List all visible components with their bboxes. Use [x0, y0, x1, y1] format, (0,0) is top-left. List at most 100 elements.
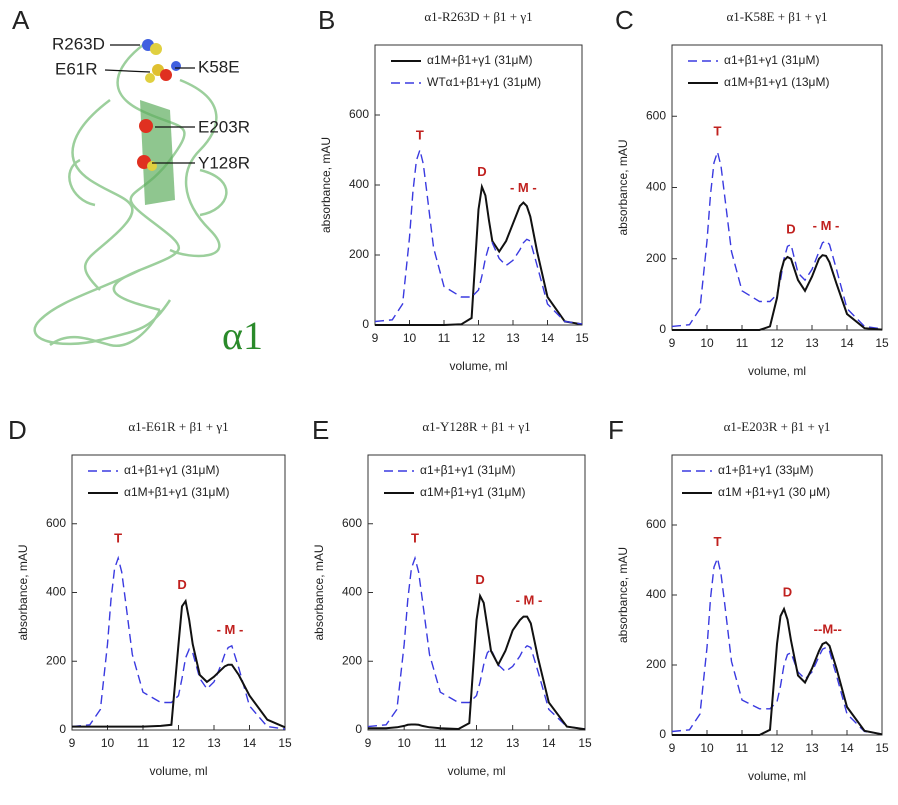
x-tick-label: 10	[700, 741, 714, 755]
legend-label: α1+β1+γ1 (31μM)	[724, 53, 819, 67]
peak-annotation: T	[411, 531, 419, 546]
y-tick-label: 200	[342, 653, 362, 667]
series-line	[374, 147, 583, 325]
residue-label: Y128R	[198, 153, 250, 172]
x-tick-label: 15	[278, 736, 292, 750]
peak-annotation: - M -	[510, 180, 537, 195]
legend-label: α1+β1+γ1 (31μM)	[124, 463, 219, 477]
y-tick-label: 0	[659, 322, 666, 336]
x-tick-label: 11	[434, 736, 447, 750]
series-line	[375, 183, 583, 326]
legend-label: α1M +β1+γ1 (30 μM)	[718, 485, 830, 499]
x-tick-label: 13	[805, 741, 819, 755]
x-tick-label: 14	[840, 336, 854, 350]
y-tick-label: 0	[659, 727, 666, 741]
y-tick-label: 600	[349, 107, 369, 121]
peak-annotation: T	[714, 124, 722, 139]
structure-panel: A R263D E61R K58E E203R Y128R α1	[12, 5, 263, 358]
y-tick-label: 400	[342, 585, 362, 599]
chain-label: α1	[222, 313, 263, 358]
panel-letter: B	[318, 5, 335, 35]
chart-title: α1-R263D + β1 + γ1	[424, 9, 532, 24]
x-axis-label: volume, ml	[447, 764, 505, 778]
peak-annotation: D	[177, 577, 186, 592]
legend-label: α1M+β1+γ1 (31μM)	[124, 485, 229, 499]
x-tick-label: 10	[403, 331, 417, 345]
peak-annotation: T	[416, 127, 424, 142]
x-axis-label: volume, ml	[149, 764, 207, 778]
x-tick-label: 15	[875, 336, 889, 350]
x-tick-label: 12	[770, 741, 784, 755]
peak-annotation: - M -	[813, 218, 840, 233]
y-tick-label: 600	[46, 516, 66, 530]
x-tick-label: 15	[578, 736, 592, 750]
x-tick-label: 14	[243, 736, 257, 750]
leader-lines	[104, 44, 195, 164]
y-tick-label: 0	[355, 722, 362, 736]
protein-ribbon	[33, 38, 228, 348]
series-line	[71, 555, 286, 730]
series-line	[368, 592, 586, 731]
y-tick-label: 600	[646, 517, 666, 531]
x-tick-label: 15	[875, 741, 889, 755]
x-tick-label: 13	[506, 736, 520, 750]
series-line	[671, 555, 883, 735]
residue-label: E203R	[198, 117, 250, 136]
x-axis-label: volume, ml	[748, 364, 806, 378]
x-tick-label: 9	[669, 741, 676, 755]
x-axis-label: volume, ml	[449, 359, 507, 373]
y-tick-label: 200	[646, 251, 666, 265]
x-tick-label: 12	[472, 331, 486, 345]
y-tick-label: 0	[362, 317, 369, 331]
x-tick-label: 14	[542, 736, 556, 750]
y-axis-label: absorbance, mAU	[616, 139, 630, 235]
peak-annotation: --M--	[814, 621, 842, 636]
y-tick-label: 200	[349, 247, 369, 261]
legend-label: α1+β1+γ1 (31μM)	[420, 463, 515, 477]
legend-label: α1+β1+γ1 (33μM)	[718, 463, 813, 477]
residue-label: K58E	[198, 57, 240, 76]
x-tick-label: 10	[397, 736, 411, 750]
series-line	[672, 606, 883, 736]
legend-label: α1M+β1+γ1 (31μM)	[420, 485, 525, 499]
chart-title: α1-E61R + β1 + γ1	[128, 419, 228, 434]
x-tick-label: 11	[736, 741, 749, 755]
peak-annotation: D	[475, 572, 484, 587]
y-tick-label: 200	[646, 657, 666, 671]
x-tick-label: 14	[541, 331, 555, 345]
chart-title: α1-Y128R + β1 + γ1	[422, 419, 530, 434]
x-tick-label: 11	[438, 331, 451, 345]
x-tick-label: 10	[700, 336, 714, 350]
y-tick-label: 200	[46, 653, 66, 667]
series-line	[72, 598, 286, 729]
peak-annotation: - M -	[217, 622, 244, 637]
x-tick-label: 14	[840, 741, 854, 755]
peak-annotation: T	[114, 531, 122, 546]
peak-annotation: D	[477, 164, 486, 179]
y-axis-label: absorbance, mAU	[616, 547, 630, 643]
x-tick-label: 10	[101, 736, 115, 750]
chart-title: α1-K58E + β1 + γ1	[727, 9, 828, 24]
panel-letter: E	[312, 415, 329, 445]
y-tick-label: 400	[646, 587, 666, 601]
peak-annotation: T	[714, 534, 722, 549]
y-tick-label: 400	[646, 180, 666, 194]
x-tick-label: 13	[506, 331, 520, 345]
y-tick-label: 600	[342, 516, 362, 530]
x-tick-label: 9	[372, 331, 379, 345]
x-tick-label: 13	[207, 736, 221, 750]
y-tick-label: 400	[46, 585, 66, 599]
legend-label: WTα1+β1+γ1 (31μM)	[427, 75, 541, 89]
peak-annotation: D	[786, 222, 795, 237]
x-tick-label: 15	[575, 331, 589, 345]
x-tick-label: 13	[805, 336, 819, 350]
y-axis-label: absorbance, mAU	[312, 544, 326, 640]
legend-label: α1M+β1+γ1 (13μM)	[724, 75, 829, 89]
y-axis-label: absorbance, mAU	[319, 137, 333, 233]
panel-letter: D	[8, 415, 27, 445]
x-tick-label: 9	[365, 736, 372, 750]
